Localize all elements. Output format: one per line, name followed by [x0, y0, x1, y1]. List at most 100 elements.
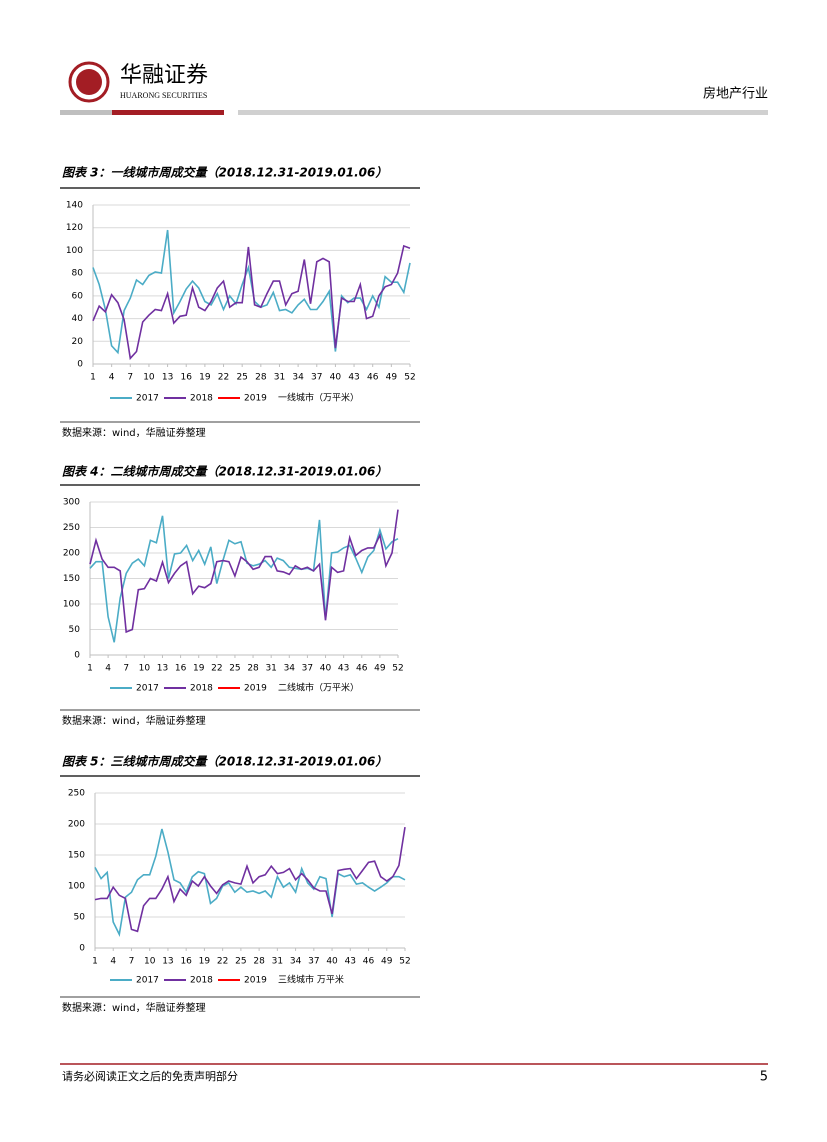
header-bar: [60, 110, 112, 115]
legend-label: 2017: [136, 394, 159, 404]
logo-inner: [76, 69, 102, 95]
x-tick-label: 43: [345, 957, 356, 967]
x-tick-label: 1: [87, 664, 93, 674]
legend-label: 2018: [190, 394, 213, 404]
x-tick-label: 4: [109, 373, 115, 383]
x-tick-label: 37: [311, 373, 322, 383]
y-tick-label: 50: [74, 913, 86, 923]
y-tick-label: 100: [68, 882, 85, 892]
legend-label: 2017: [136, 976, 159, 986]
y-tick-label: 40: [72, 314, 84, 324]
x-tick-label: 16: [180, 957, 192, 967]
y-tick-label: 80: [72, 269, 84, 279]
x-tick-label: 46: [367, 373, 379, 383]
x-tick-label: 16: [181, 373, 193, 383]
legend-label: 2019: [244, 394, 267, 404]
figure-title: 图表 3：一线城市周成交量（2018.12.31-2019.01.06）: [62, 166, 387, 180]
x-tick-label: 40: [330, 373, 342, 383]
x-tick-label: 19: [193, 664, 205, 674]
x-tick-label: 40: [320, 664, 332, 674]
legend-label: 2019: [244, 976, 267, 986]
y-tick-label: 140: [66, 201, 83, 211]
x-tick-label: 22: [211, 664, 222, 674]
x-tick-label: 49: [374, 664, 386, 674]
header-bar: [238, 110, 768, 115]
y-tick-label: 0: [77, 360, 83, 370]
x-tick-label: 34: [284, 664, 296, 674]
x-tick-label: 28: [255, 373, 267, 383]
x-tick-label: 4: [105, 664, 111, 674]
y-tick-label: 50: [69, 625, 81, 635]
x-tick-label: 34: [290, 957, 302, 967]
figure-title: 图表 4：二线城市周成交量（2018.12.31-2019.01.06）: [62, 465, 387, 479]
y-tick-label: 0: [74, 651, 80, 661]
legend-label: 2018: [190, 976, 213, 986]
y-tick-label: 200: [63, 549, 80, 559]
y-tick-label: 250: [68, 789, 85, 799]
x-tick-label: 37: [308, 957, 319, 967]
y-tick-label: 20: [72, 337, 84, 347]
y-tick-label: 250: [63, 523, 80, 533]
y-tick-label: 100: [63, 600, 80, 610]
x-tick-label: 13: [157, 664, 168, 674]
industry: 房地产行业: [703, 86, 768, 102]
x-tick-label: 7: [123, 664, 129, 674]
x-tick-label: 16: [175, 664, 187, 674]
y-tick-label: 60: [72, 291, 84, 301]
x-tick-label: 1: [92, 957, 98, 967]
x-tick-label: 10: [144, 957, 156, 967]
x-tick-label: 25: [236, 373, 247, 383]
series-line: [92, 244, 411, 361]
source: 数据来源：wind，华融证券整理: [62, 1001, 206, 1014]
legend-label: 2018: [190, 684, 213, 694]
x-tick-label: 19: [199, 373, 211, 383]
x-tick-label: 28: [253, 957, 265, 967]
logo: [68, 61, 110, 103]
series-line: [89, 515, 399, 643]
x-tick-label: 13: [162, 957, 173, 967]
page-number: 5: [760, 1070, 768, 1085]
figure-title: 图表 5：三线城市周成交量（2018.12.31-2019.01.06）: [62, 755, 387, 769]
disclaimer: 请务必阅读正文之后的免责声明部分: [62, 1069, 238, 1083]
company: 华融证券: [120, 63, 208, 88]
series-line: [94, 826, 406, 933]
x-tick-label: 13: [162, 373, 173, 383]
x-tick-label: 22: [217, 957, 228, 967]
x-tick-label: 43: [338, 664, 349, 674]
x-tick-label: 46: [356, 664, 368, 674]
x-tick-label: 37: [302, 664, 313, 674]
x-tick-label: 40: [326, 957, 338, 967]
header-bar: [112, 110, 224, 115]
series-line: [94, 828, 406, 937]
x-tick-label: 22: [218, 373, 229, 383]
x-tick-label: 31: [265, 664, 276, 674]
x-tick-label: 43: [348, 373, 359, 383]
x-tick-label: 46: [363, 957, 375, 967]
x-tick-label: 49: [381, 957, 393, 967]
x-tick-label: 7: [127, 373, 133, 383]
x-tick-label: 10: [143, 373, 155, 383]
x-tick-label: 28: [247, 664, 259, 674]
x-tick-label: 7: [129, 957, 135, 967]
source: 数据来源：wind，华融证券整理: [62, 426, 206, 439]
legend-label: 2017: [136, 684, 159, 694]
x-tick-label: 52: [404, 373, 415, 383]
legend-note: 三线城市 万平米: [278, 974, 344, 986]
x-tick-label: 52: [392, 664, 403, 674]
x-tick-label: 31: [272, 957, 283, 967]
x-tick-label: 25: [235, 957, 246, 967]
x-tick-label: 25: [229, 664, 240, 674]
y-tick-label: 0: [79, 944, 85, 954]
x-tick-label: 49: [386, 373, 398, 383]
series-line: [89, 509, 399, 634]
company-en: HUARONG SECURITIES: [120, 91, 207, 100]
x-tick-label: 10: [139, 664, 151, 674]
x-tick-label: 34: [292, 373, 304, 383]
x-tick-label: 52: [399, 957, 410, 967]
y-tick-label: 200: [68, 820, 85, 830]
y-tick-label: 300: [63, 498, 80, 508]
y-tick-label: 150: [68, 851, 85, 861]
y-tick-label: 100: [66, 246, 83, 256]
x-tick-label: 4: [110, 957, 116, 967]
